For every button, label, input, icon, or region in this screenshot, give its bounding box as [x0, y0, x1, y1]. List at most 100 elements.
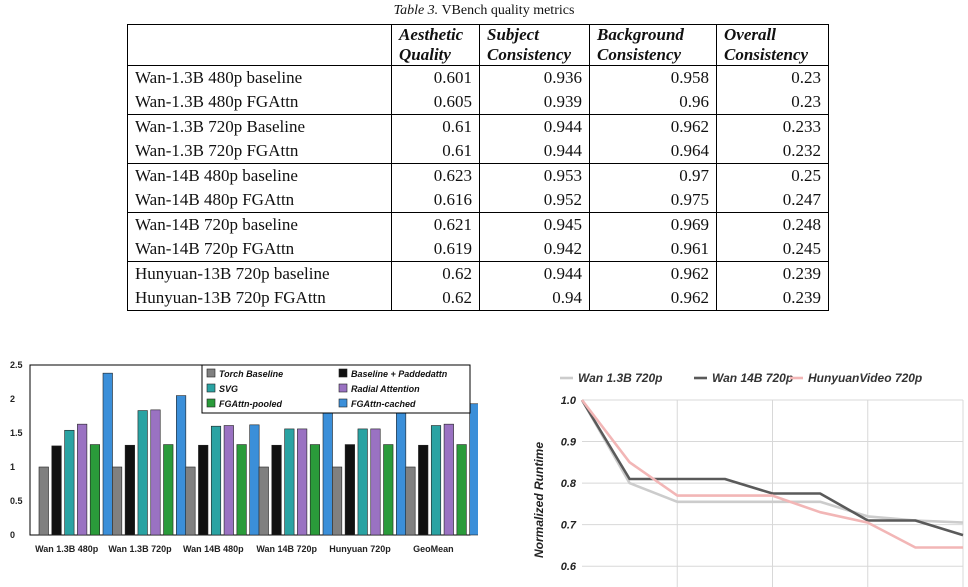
bar — [102, 372, 113, 536]
metric-cell: 0.23 — [716, 90, 829, 115]
metric-cell: 0.232 — [716, 139, 829, 164]
y-tick-label: 0.9 — [561, 437, 577, 449]
metric-cell: 0.962 — [589, 286, 717, 311]
legend-swatch — [206, 383, 216, 393]
bar — [418, 444, 429, 536]
legend-swatch — [206, 368, 216, 378]
table-row: Wan-14B 720p baseline 0.621 0.945 0.969 0.24… — [127, 212, 829, 237]
legend-swatch — [338, 383, 348, 393]
legend-label: Radial Attention — [351, 384, 420, 394]
table-header-cell: Subject Consistency — [479, 24, 590, 66]
bar — [124, 444, 135, 536]
table-row: Wan-1.3B 720p FGAttn 0.61 0.944 0.964 0.232 — [127, 139, 829, 164]
table-row: Wan-14B 720p FGAttn 0.619 0.942 0.961 0.245 — [127, 237, 829, 262]
bar — [77, 423, 88, 536]
y-tick-label: 0.7 — [561, 520, 577, 532]
bar — [163, 444, 174, 536]
bar — [137, 410, 148, 536]
metric-cell: 0.233 — [716, 114, 829, 139]
bar — [185, 466, 196, 536]
y-tick-label: 2.5 — [10, 360, 23, 370]
metric-cell: 0.61 — [391, 139, 480, 164]
metric-cell: 0.942 — [479, 237, 590, 262]
y-tick-label: 1.5 — [10, 428, 23, 438]
bar — [443, 423, 454, 536]
legend-swatch — [338, 368, 348, 378]
config-cell: Hunyuan-13B 720p FGAttn — [127, 286, 392, 311]
metric-cell: 0.619 — [391, 237, 480, 262]
x-tick-label: Wan 1.3B 720p — [108, 544, 172, 554]
y-tick-label: 0.6 — [561, 561, 577, 573]
metric-cell: 0.944 — [479, 261, 590, 286]
table-row: Hunyuan-13B 720p baseline 0.62 0.944 0.962 0… — [127, 261, 829, 286]
table-row: Wan-14B 480p baseline 0.623 0.953 0.97 0.25 — [127, 163, 829, 188]
legend-label: FGAttn-cached — [351, 399, 416, 409]
bar — [236, 444, 247, 536]
metric-cell: 0.944 — [479, 114, 590, 139]
x-tick-label: Hunyuan 720p — [329, 544, 391, 554]
legend-box — [201, 364, 471, 414]
metric-cell: 0.962 — [589, 114, 717, 139]
normalized-runtime-line-chart: 0.6 0.7 0.8 0.9 1.0 Normalized Runtime Wan 1.3… — [532, 371, 964, 587]
config-cell: Wan-14B 480p FGAttn — [127, 188, 392, 213]
y-tick-label: 1.0 — [561, 395, 577, 407]
bar — [38, 466, 49, 536]
config-cell: Wan-1.3B 480p FGAttn — [127, 90, 392, 115]
bar — [344, 444, 355, 536]
bar — [150, 409, 161, 536]
metric-cell: 0.248 — [716, 212, 829, 237]
metric-cell: 0.936 — [479, 65, 590, 90]
metric-cell: 0.62 — [391, 261, 480, 286]
bar — [405, 466, 416, 536]
config-cell: Wan-1.3B 720p Baseline — [127, 114, 392, 139]
bar — [64, 429, 75, 536]
table-header-cell — [127, 24, 392, 66]
bar — [249, 424, 260, 536]
table-row: Hunyuan-13B 720p FGAttn 0.62 0.94 0.962 0.23… — [127, 286, 829, 311]
bar — [309, 444, 321, 536]
metric-cell: 0.616 — [391, 188, 480, 213]
config-cell: Wan-14B 720p baseline — [127, 212, 392, 237]
table-header-cell: Background Consistency — [589, 24, 717, 66]
metric-cell: 0.245 — [716, 237, 829, 262]
table-row: Wan-1.3B 480p baseline 0.601 0.936 0.958 0.2… — [127, 65, 829, 90]
table-row: Wan-1.3B 480p FGAttn 0.605 0.939 0.96 0.23 — [127, 90, 829, 115]
bar — [271, 444, 282, 536]
y-tick-label: 0 — [10, 530, 15, 540]
config-cell: Wan-14B 720p FGAttn — [127, 237, 392, 262]
metric-cell: 0.621 — [391, 212, 480, 237]
metric-cell: 0.61 — [391, 114, 480, 139]
legend-swatch — [338, 398, 348, 408]
table-row: Wan-14B 480p FGAttn 0.616 0.952 0.975 0.247 — [127, 188, 829, 213]
metric-cell: 0.97 — [589, 163, 717, 188]
config-cell: Hunyuan-13B 720p baseline — [127, 261, 392, 286]
metric-cell: 0.939 — [479, 90, 590, 115]
table-caption: Table 3. VBench quality metrics — [0, 3, 968, 19]
bar — [284, 428, 295, 536]
metric-cell: 0.952 — [479, 188, 590, 213]
series-line — [580, 399, 964, 537]
legend-label: Baseline + Paddedattn — [351, 369, 448, 379]
legend-label: HunyuanVideo 720p — [808, 371, 922, 385]
x-tick-label: GeoMean — [413, 544, 454, 554]
bar — [258, 466, 269, 536]
bar — [430, 425, 442, 536]
bar — [297, 428, 308, 536]
y-axis-label: Normalized Runtime — [532, 442, 546, 558]
bar — [223, 425, 234, 536]
legend-label: Torch Baseline — [219, 369, 283, 379]
bar — [456, 444, 467, 536]
quality-metrics-table: Aesthetic Quality Subject Consistency Back… — [127, 24, 829, 311]
config-cell: Wan-1.3B 480p baseline — [127, 65, 392, 90]
table-row: Wan-1.3B 720p Baseline 0.61 0.944 0.962 0.23… — [127, 114, 829, 139]
metric-cell: 0.62 — [391, 286, 480, 311]
metric-cell: 0.961 — [589, 237, 717, 262]
metric-cell: 0.953 — [479, 163, 590, 188]
table-header-cell: Aesthetic Quality — [391, 24, 480, 66]
legend-label: FGAttn-pooled — [219, 399, 282, 409]
metric-cell: 0.247 — [716, 188, 829, 213]
legend-swatch — [206, 398, 216, 408]
series-line — [580, 399, 963, 549]
speedup-bar-chart: 0 0.5 1 1.5 2 2.5 Wan 1.3B 480p Wan 1.3B 720p Wa… — [10, 360, 478, 554]
bar — [112, 466, 123, 536]
